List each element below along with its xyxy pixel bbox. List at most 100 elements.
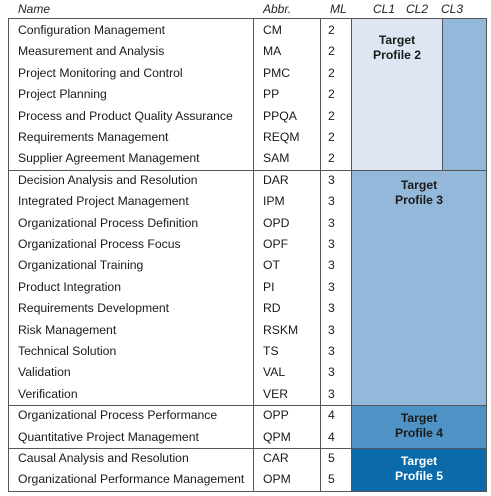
row-name: Organizational Performance Management [18,472,245,487]
row-abbr: TS [263,344,279,358]
row-name: Integrated Project Management [18,194,189,209]
row-ml: 5 [328,472,335,487]
row-name: Process and Product Quality Assurance [18,108,233,123]
table-row: Risk Management RSKM 3 [8,320,348,341]
row-name: Verification [18,386,78,401]
column-header-cl2: CL2 [406,2,429,16]
table-row: Process and Product Quality Assurance PPQ… [8,106,348,127]
column-header-ml: ML [330,2,347,16]
row-abbr: RSKM [263,322,299,337]
capability-profile-table: Target Profile 2 Target Profile 3 Target… [8,18,487,492]
target-profile-2-band [352,19,443,171]
row-name: Project Planning [18,87,107,102]
row-abbr: CAR [263,451,289,465]
row-abbr: IPM [263,194,285,209]
row-ml: 3 [328,279,335,294]
row-ml: 2 [328,130,335,144]
row-ml: 2 [328,23,335,37]
table-row: Causal Analysis and Resolution CAR 5 [8,448,348,469]
row-abbr: SAM [263,151,290,166]
row-abbr: CM [263,23,282,37]
target-profile-3-label: Target Profile 3 [352,178,486,208]
row-ml: 3 [328,386,335,401]
row-abbr: PPQA [263,108,297,123]
table-row: Supplier Agreement Management SAM 2 [8,148,348,169]
row-ml: 3 [328,322,335,337]
row-abbr: PP [263,87,280,102]
row-name: Supplier Agreement Management [18,151,200,166]
target-profile-4-band [352,405,486,448]
row-ml: 3 [328,258,335,273]
target-profile-3-line2: Profile 3 [394,192,444,207]
row-abbr: REQM [263,130,300,144]
row-name: Product Integration [18,279,121,294]
target-profile-5-line2: Profile 5 [394,469,444,483]
table-row: Product Integration PI 3 [8,277,348,298]
row-ml: 2 [328,44,335,59]
row-abbr: OT [263,258,280,273]
target-profile-4-label: Target Profile 4 [352,411,486,441]
column-header-name: Name [18,2,51,16]
row-name: Requirements Development [18,301,170,316]
row-divider [8,405,487,407]
table-row: Organizational Performance Management OPM… [8,469,348,490]
row-name: Organizational Process Performance [18,408,218,423]
row-ml: 3 [328,194,335,209]
row-name: Causal Analysis and Resolution [18,451,189,465]
row-ml: 2 [328,65,335,80]
target-profile-3-line1: Target [400,177,438,192]
row-ml: 2 [328,151,335,166]
table-row: Integrated Project Management IPM 3 [8,191,348,212]
table-row: Project Monitoring and Control PMC 2 [8,63,348,84]
row-divider [8,18,487,19]
row-ml: 5 [328,451,335,465]
row-abbr: VAL [263,365,286,380]
target-profile-2-line2: Profile 2 [372,48,422,62]
column-divider [351,18,352,492]
row-abbr: RD [263,301,281,316]
target-profile-4-line2: Profile 4 [394,426,444,441]
row-name: Organizational Process Definition [18,215,199,230]
row-name: Decision Analysis and Resolution [18,172,198,187]
table-row: Requirements Development RD 3 [8,298,348,319]
row-ml: 4 [328,429,335,444]
table-row: Quantitative Project Management QPM 4 [8,427,348,448]
column-divider [8,18,9,492]
row-abbr: VER [263,386,289,401]
column-divider [253,18,254,492]
table-row: Organizational Process Focus OPF 3 [8,234,348,255]
table-row: Organizational Training OT 3 [8,255,348,276]
table-row: Configuration Management CM 2 [8,20,348,41]
row-ml: 2 [328,87,335,102]
row-ml: 4 [328,408,335,423]
row-ml: 3 [328,365,335,380]
row-abbr: DAR [263,172,289,187]
target-profile-5-line1: Target [400,454,438,468]
row-ml: 3 [328,344,335,358]
table-row: Validation VAL 3 [8,362,348,383]
table-row: Requirements Management REQM 2 [8,127,348,148]
table-row: Project Planning PP 2 [8,84,348,105]
target-profile-2-label: Target Profile 2 [352,33,442,63]
row-abbr: QPM [263,429,291,444]
row-name: Technical Solution [18,344,117,358]
column-divider [320,18,321,492]
table-row: Organizational Process Performance OPP 4 [8,405,348,426]
target-profile-2-line1: Target [378,33,416,47]
row-ml: 3 [328,215,335,230]
target-profile-4-line1: Target [400,411,438,426]
row-ml: 3 [328,301,335,316]
row-abbr: OPP [263,408,289,423]
row-abbr: OPD [263,215,290,230]
row-name: Validation [18,365,71,380]
row-abbr: OPF [263,237,289,251]
target-profile-5-label: Target Profile 5 [352,454,486,484]
row-abbr: PI [263,279,275,294]
row-name: Risk Management [18,322,117,337]
column-header-cl3: CL3 [441,2,464,16]
row-name: Organizational Training [18,258,144,273]
target-profile-5-band [352,448,486,491]
row-name: Project Monitoring and Control [18,65,183,80]
column-header-abbr: Abbr. [263,2,292,16]
column-header-cl1: CL1 [373,2,396,16]
